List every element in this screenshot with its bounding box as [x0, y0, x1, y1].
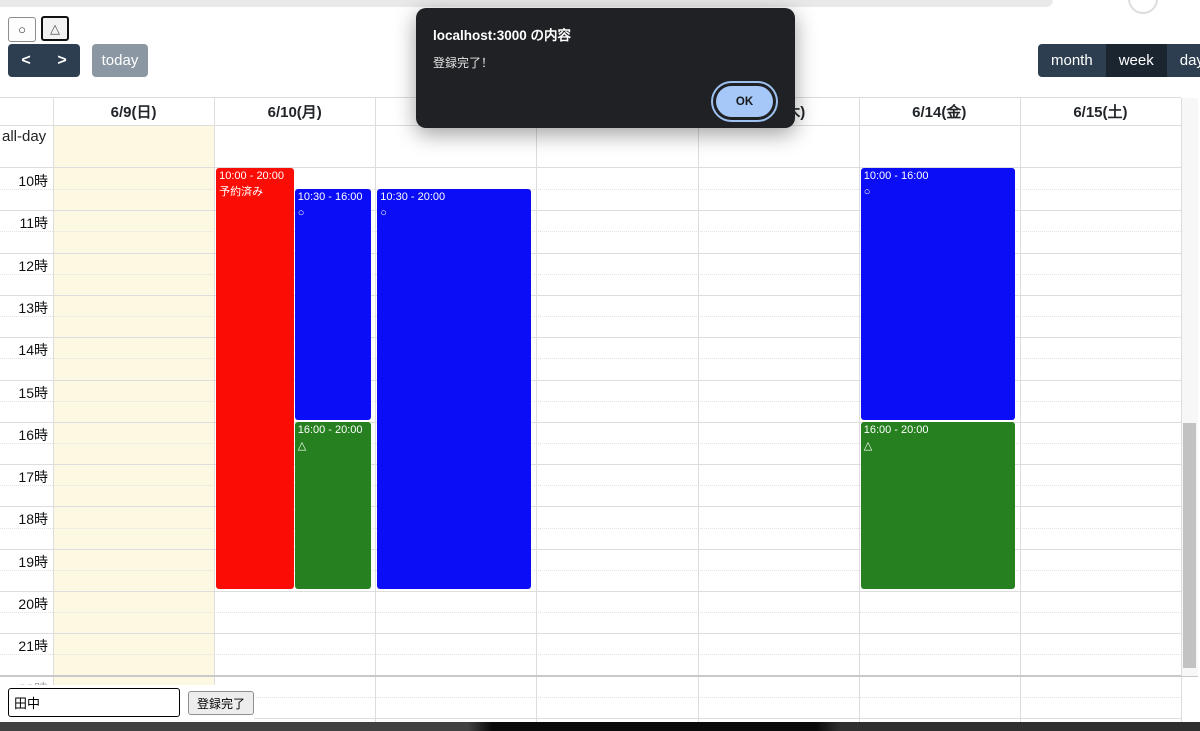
day-header: 6/15(土)	[1020, 98, 1181, 125]
event-title: ○	[863, 185, 871, 198]
day-header-label: 6/15(土)	[1073, 104, 1128, 121]
name-input[interactable]	[8, 688, 180, 717]
column-border	[375, 98, 376, 722]
chevron-left-icon: <	[21, 51, 31, 69]
calendar-event[interactable]: 16:00 - 20:00 △	[294, 421, 372, 589]
time-axis-label: 14時	[18, 342, 48, 359]
half-hour-line	[0, 316, 1181, 318]
calendar-event[interactable]: 10:00 - 16:00 ○	[860, 168, 1015, 420]
event-title: 予約済み	[219, 185, 264, 198]
column-border	[859, 98, 860, 722]
column-border	[214, 98, 215, 722]
hour-line	[0, 591, 1181, 592]
column-border	[53, 98, 54, 722]
column-border	[698, 98, 699, 722]
hour-line	[0, 548, 1181, 550]
half-hour-line	[0, 527, 1181, 529]
today-highlight	[54, 126, 215, 167]
half-hour-line	[0, 400, 1181, 402]
calendar-nav-group: < >	[8, 44, 80, 77]
browser-tab-strip	[0, 0, 1053, 7]
view-switcher: month week day	[1038, 44, 1200, 77]
all-day-label: all-day	[2, 128, 47, 145]
time-axis-label: 21時	[18, 638, 48, 655]
event-time: 10:00 - 20:00	[219, 170, 284, 182]
time-axis-label: 13時	[18, 299, 48, 316]
time-axis-label: 20時	[18, 596, 48, 612]
day-header: 6/9(日)	[53, 98, 214, 125]
event-time: 16:00 - 20:00	[297, 423, 363, 436]
time-axis-label: 19時	[18, 553, 48, 570]
half-hour-line	[0, 231, 1181, 233]
event-title: △	[297, 439, 307, 452]
event-time: 16:00 - 20:00	[863, 423, 929, 436]
time-axis-label: 12時	[18, 257, 48, 274]
calendar-event[interactable]: 10:30 - 16:00 ○	[294, 189, 372, 420]
bottom-black-bar	[0, 722, 1200, 731]
alert-ok-button[interactable]: OK	[716, 86, 773, 117]
half-hour-line	[0, 189, 1181, 191]
half-hour-line	[0, 612, 1181, 614]
today-highlight	[54, 168, 215, 722]
half-hour-line	[0, 654, 1181, 656]
column-border	[536, 98, 537, 722]
column-border	[1020, 98, 1021, 722]
prev-button[interactable]: <	[8, 44, 44, 77]
hour-line	[0, 464, 1181, 466]
time-axis-label: 10時	[18, 173, 48, 189]
next-button[interactable]: >	[44, 44, 80, 77]
event-time: 10:30 - 16:00	[297, 191, 363, 204]
hour-line	[0, 337, 1181, 339]
half-hour-line	[0, 442, 1181, 444]
day-header-label: 6/9(日)	[110, 104, 157, 121]
event-time: 10:00 - 16:00	[863, 170, 929, 182]
hour-line	[0, 379, 1181, 381]
event-title: △	[863, 439, 873, 452]
circle-shape-button[interactable]: ○	[8, 17, 36, 42]
register-complete-button[interactable]: 登録完了	[188, 691, 255, 715]
allday-bottom-border	[0, 167, 1181, 168]
calendar-event[interactable]: 10:00 - 20:00 予約済み	[216, 168, 294, 589]
day-header: 6/10(月)	[214, 98, 375, 125]
scrollbar-thumb[interactable]	[1183, 423, 1196, 668]
grid-bottom-border	[0, 675, 1198, 677]
view-week-button[interactable]: week	[1105, 44, 1167, 77]
hour-line	[0, 633, 1181, 635]
chevron-right-icon: >	[57, 51, 67, 69]
time-axis-label: 11時	[19, 215, 48, 232]
time-axis-label: 18時	[18, 511, 48, 528]
browser-tab-circle-icon	[1128, 0, 1158, 14]
day-header-label: 6/10(月)	[267, 104, 322, 121]
hour-line	[0, 294, 1181, 296]
calendar-event[interactable]: 10:30 - 20:00 ○	[377, 189, 532, 589]
alert-dialog-message: 登録完了！	[433, 56, 494, 70]
time-axis-label: 16時	[18, 426, 48, 443]
event-title: ○	[297, 207, 305, 220]
day-header: 6/14(金)	[859, 98, 1020, 125]
time-axis-label: 17時	[18, 469, 48, 486]
hour-line	[0, 421, 1181, 423]
calendar-event[interactable]: 16:00 - 20:00 △	[860, 421, 1015, 589]
hour-line	[0, 252, 1181, 254]
hour-line	[0, 506, 1181, 508]
triangle-shape-button[interactable]: △	[41, 16, 69, 41]
alert-dialog: localhost:3000 の内容 登録完了！ OK	[416, 8, 795, 128]
time-axis-label: 15時	[18, 384, 48, 401]
half-hour-line	[0, 485, 1181, 487]
half-hour-line	[0, 358, 1181, 360]
hour-line	[0, 717, 1181, 719]
hour-line	[0, 210, 1181, 212]
half-hour-line	[0, 569, 1181, 571]
today-button[interactable]: today	[92, 44, 148, 77]
alert-dialog-title: localhost:3000 の内容	[433, 28, 572, 43]
view-day-button[interactable]: day	[1166, 44, 1200, 77]
half-hour-line	[0, 696, 1181, 698]
event-title: ○	[380, 207, 387, 220]
half-hour-line	[0, 273, 1181, 275]
day-header-label: 6/14(金)	[912, 104, 967, 121]
view-month-button[interactable]: month	[1038, 44, 1106, 77]
event-time: 10:30 - 20:00	[380, 191, 446, 204]
